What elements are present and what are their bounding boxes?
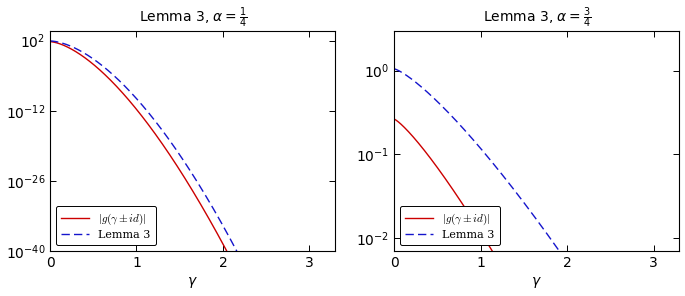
- Legend: $|g(\gamma \pm id)|$, Lemma 3: $|g(\gamma \pm id)|$, Lemma 3: [55, 206, 155, 245]
- Legend: $|g(\gamma \pm id)|$, Lemma 3: $|g(\gamma \pm id)|$, Lemma 3: [400, 206, 500, 245]
- X-axis label: $\gamma$: $\gamma$: [187, 276, 198, 290]
- X-axis label: $\gamma$: $\gamma$: [532, 276, 543, 290]
- Title: Lemma 3, $\alpha = \frac{1}{4}$: Lemma 3, $\alpha = \frac{1}{4}$: [138, 6, 247, 30]
- Title: Lemma 3, $\alpha = \frac{3}{4}$: Lemma 3, $\alpha = \frac{3}{4}$: [483, 6, 591, 30]
